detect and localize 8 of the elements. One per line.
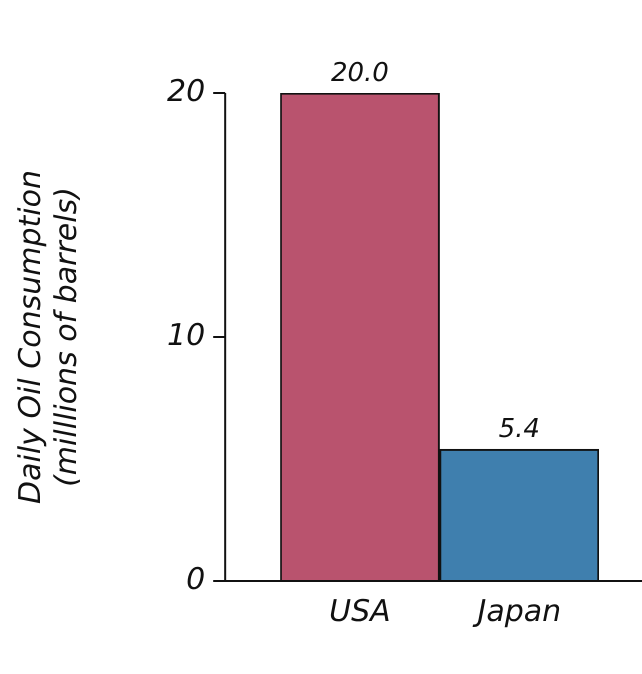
x-tick-label: USA xyxy=(329,594,391,629)
data-label: 20.0 xyxy=(330,58,389,88)
y-tick-label: 20 xyxy=(166,74,206,109)
data-label: 5.4 xyxy=(498,414,540,444)
y-tick-label: 0 xyxy=(186,562,206,597)
y-axis-title: Daily Oil Consumption (milllions of barrels) xyxy=(12,170,84,504)
x-tick-label: Japan xyxy=(472,594,562,629)
y-tick-label: 10 xyxy=(166,318,206,353)
